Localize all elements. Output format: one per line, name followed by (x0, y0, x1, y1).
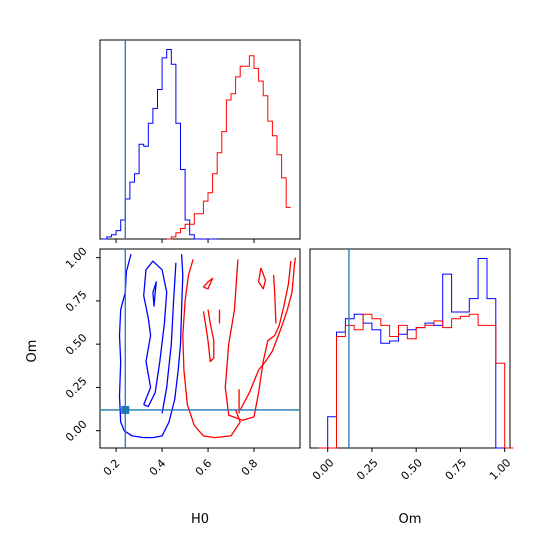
om-histogram-tick-label: 0.00 (310, 456, 337, 483)
contour-series (118, 254, 297, 439)
contour-line-1 (143, 260, 168, 408)
h0-axis-label: H0 (191, 512, 209, 527)
contour-panel: 0.2 0.4 0.6 0.8 0.00 0.25 0.50 0.75 1.00 H0 Om (25, 245, 301, 527)
contour-line-6 (224, 259, 292, 421)
om-tick-label: 0.25 (63, 375, 90, 402)
om-tick-label: 0.50 (63, 331, 90, 358)
contour-line-12 (272, 274, 277, 324)
om-histogram-panel: 0.00 0.25 0.50 0.75 1.00 Om (309, 248, 514, 527)
om-histogram-frame (309, 248, 511, 449)
contour-line-0 (118, 254, 184, 439)
contour-line-7 (202, 309, 215, 363)
om-tick-label: 1.00 (63, 245, 90, 272)
h0-histogram-series-1 (166, 55, 291, 240)
contour-line-2 (161, 262, 177, 414)
contour-line-8 (202, 277, 214, 290)
om-axis-ticks: 0.00 0.25 0.50 0.75 1.00 (63, 245, 100, 445)
contour-frame (99, 248, 301, 449)
h0-axis-ticks: 0.2 0.4 0.6 0.8 (101, 448, 260, 478)
om-histogram-axis-label: Om (399, 512, 422, 527)
om-histogram-tick-label: 0.25 (354, 456, 381, 483)
om-histogram-ticks: 0.00 0.25 0.50 0.75 1.00 (310, 448, 514, 483)
om-histogram-series-0 (318, 258, 514, 449)
h0-histogram-panel (99, 39, 301, 243)
truth-point-marker (121, 405, 130, 414)
h0-tick-label: 0.2 (101, 457, 123, 479)
h0-histogram-frame (99, 39, 301, 240)
om-histogram-series (318, 258, 514, 449)
contour-line-11 (257, 267, 267, 290)
contour-line-5 (239, 257, 297, 411)
h0-histogram-series (102, 49, 291, 240)
om-histogram-series-1 (318, 313, 514, 449)
om-axis-label: Om (25, 340, 40, 363)
om-tick-label: 0.00 (63, 418, 90, 445)
h0-tick-label: 0.6 (193, 457, 215, 479)
om-tick-label: 0.75 (63, 288, 90, 315)
contour-line-4 (182, 259, 241, 439)
h0-tick-label: 0.8 (239, 457, 261, 479)
h0-tick-label: 0.4 (147, 457, 169, 479)
h0-histogram-ticks (115, 239, 255, 243)
contour-line-3 (152, 281, 157, 307)
h0-histogram-series-0 (102, 49, 218, 240)
om-histogram-tick-label: 0.50 (398, 456, 425, 483)
om-histogram-tick-label: 0.75 (443, 456, 470, 483)
om-histogram-tick-label: 1.00 (487, 456, 514, 483)
